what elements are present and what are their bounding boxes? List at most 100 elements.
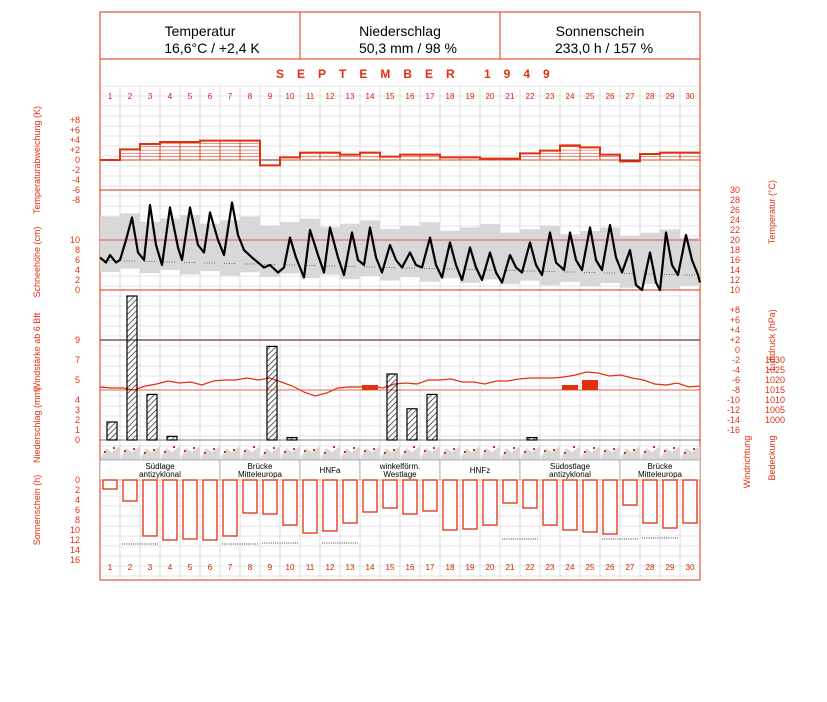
sunshine-bar xyxy=(522,479,538,509)
day-label-bottom: 9 xyxy=(268,563,273,572)
wind-dir-dot xyxy=(504,452,506,454)
cloud-cover-shape xyxy=(660,446,680,460)
wind-dir-dot xyxy=(104,451,106,453)
day-label-bottom: 18 xyxy=(446,563,455,572)
day-label-top: 29 xyxy=(666,92,675,101)
tick-sunshine: 16 xyxy=(70,555,80,565)
axis-label-temperature: Temperatur (°C) xyxy=(767,180,777,244)
anomaly-bar xyxy=(659,152,681,161)
wind-bar xyxy=(562,385,578,390)
wind-dir-dot xyxy=(424,450,426,452)
sunshine-bar xyxy=(282,479,298,526)
tick-precip: 0 xyxy=(75,435,80,445)
cloud-cover-shape xyxy=(620,446,640,460)
sunshine-bar xyxy=(182,479,198,540)
axis-label-precip: Niederschlag (mm) xyxy=(32,387,42,463)
day-label-top: 11 xyxy=(306,92,315,101)
tick-pressure-anomaly: -2 xyxy=(732,355,740,365)
sunshine-bar xyxy=(162,479,178,541)
day-label-bottom: 2 xyxy=(128,563,133,572)
axis-label-temp-anomaly: Temperaturabweichung (K) xyxy=(32,106,42,214)
wind-dir-dot xyxy=(124,450,126,452)
wind-dir-dot xyxy=(193,447,195,449)
day-label-top: 6 xyxy=(208,92,213,101)
tick-temp-anomaly: -8 xyxy=(72,195,80,205)
wind-dir-dot xyxy=(284,451,286,453)
wind-dir-dot xyxy=(433,447,435,449)
day-label-bottom: 12 xyxy=(326,563,335,572)
wind-dir-dot xyxy=(604,450,606,452)
wind-dir-dot xyxy=(313,449,315,451)
wind-dir-dot xyxy=(564,452,566,454)
cloud-cover-shape xyxy=(120,446,140,460)
weather-pattern-label: Südostlage xyxy=(550,462,591,471)
weather-pattern-label: Mitteleuropa xyxy=(238,470,283,479)
wind-dir-dot xyxy=(444,452,446,454)
wind-dir-dot xyxy=(264,452,266,454)
day-label-bottom: 5 xyxy=(188,563,193,572)
day-label-bottom: 26 xyxy=(606,563,615,572)
anomaly-bar xyxy=(559,145,581,161)
wind-dir-dot xyxy=(693,448,695,450)
day-label-bottom: 27 xyxy=(626,563,635,572)
precip-bar xyxy=(266,345,278,441)
wind-dir-dot xyxy=(464,451,466,453)
tick-pressure: 1010 xyxy=(765,395,785,405)
axis-label-wind: Windstärke ab 6 Bft xyxy=(32,312,42,391)
cloud-cover-shape xyxy=(200,446,220,460)
cloud-cover-shape xyxy=(600,446,620,460)
precipitation-panel xyxy=(100,295,700,441)
day-label-top: 14 xyxy=(366,92,375,101)
anomaly-bar xyxy=(299,152,321,161)
pressure-line xyxy=(99,371,701,397)
wind-dir-dot xyxy=(684,452,686,454)
day-label-top: 9 xyxy=(268,92,273,101)
cloud-cover-shape xyxy=(180,446,200,460)
tick-sunshine: 0 xyxy=(75,475,80,485)
day-label-bottom: 22 xyxy=(526,563,535,572)
wind-dir-dot xyxy=(624,452,626,454)
tick-precip: 2 xyxy=(75,415,80,425)
cloud-cover-shape xyxy=(260,446,280,460)
day-label-bottom: 6 xyxy=(208,563,213,572)
tick-temp-anomaly: -2 xyxy=(72,165,80,175)
tick-temperature: 10 xyxy=(730,285,740,295)
day-label-bottom: 29 xyxy=(666,563,675,572)
day-label-top: 19 xyxy=(466,92,475,101)
day-label-bottom: 16 xyxy=(406,563,415,572)
tick-pressure-anomaly: +8 xyxy=(730,305,740,315)
anomaly-bar xyxy=(539,150,561,161)
cloud-cover-shape xyxy=(300,446,320,460)
day-label-bottom: 25 xyxy=(586,563,595,572)
precip-bar xyxy=(146,393,158,441)
day-label-bottom: 14 xyxy=(366,563,375,572)
sunshine-bar xyxy=(142,479,158,537)
month-title: SEPTEMBER 1949 xyxy=(276,67,563,81)
wind-dir-dot xyxy=(413,446,415,448)
anomaly-step-line xyxy=(100,139,700,167)
sunshine-bar xyxy=(622,479,638,506)
header-sun-title: Sonnenschein xyxy=(556,23,645,39)
cloud-cover-shape xyxy=(280,446,300,460)
cloud-cover-shape xyxy=(400,446,420,460)
cloud-cover-shape xyxy=(460,446,480,460)
tick-temperature: 18 xyxy=(730,245,740,255)
sunshine-bar xyxy=(662,479,678,529)
cloud-cover-shape xyxy=(520,446,540,460)
tick-sunshine: 4 xyxy=(75,495,80,505)
wind-dir-dot xyxy=(133,448,135,450)
wind-pressure-panel xyxy=(99,371,701,397)
day-label-top: 22 xyxy=(526,92,535,101)
wind-dir-dot xyxy=(224,451,226,453)
axis-label-cloud: Bedeckung xyxy=(767,435,777,480)
day-label-top: 10 xyxy=(286,92,295,101)
anomaly-bar xyxy=(159,141,181,161)
tick-snow: 2 xyxy=(75,275,80,285)
weather-pattern-box xyxy=(619,459,701,481)
wind-dir-dot xyxy=(244,450,246,452)
tick-pressure-anomaly: +6 xyxy=(730,315,740,325)
tick-temp-anomaly: -6 xyxy=(72,185,80,195)
day-label-top: 3 xyxy=(148,92,153,101)
grid xyxy=(100,85,700,580)
